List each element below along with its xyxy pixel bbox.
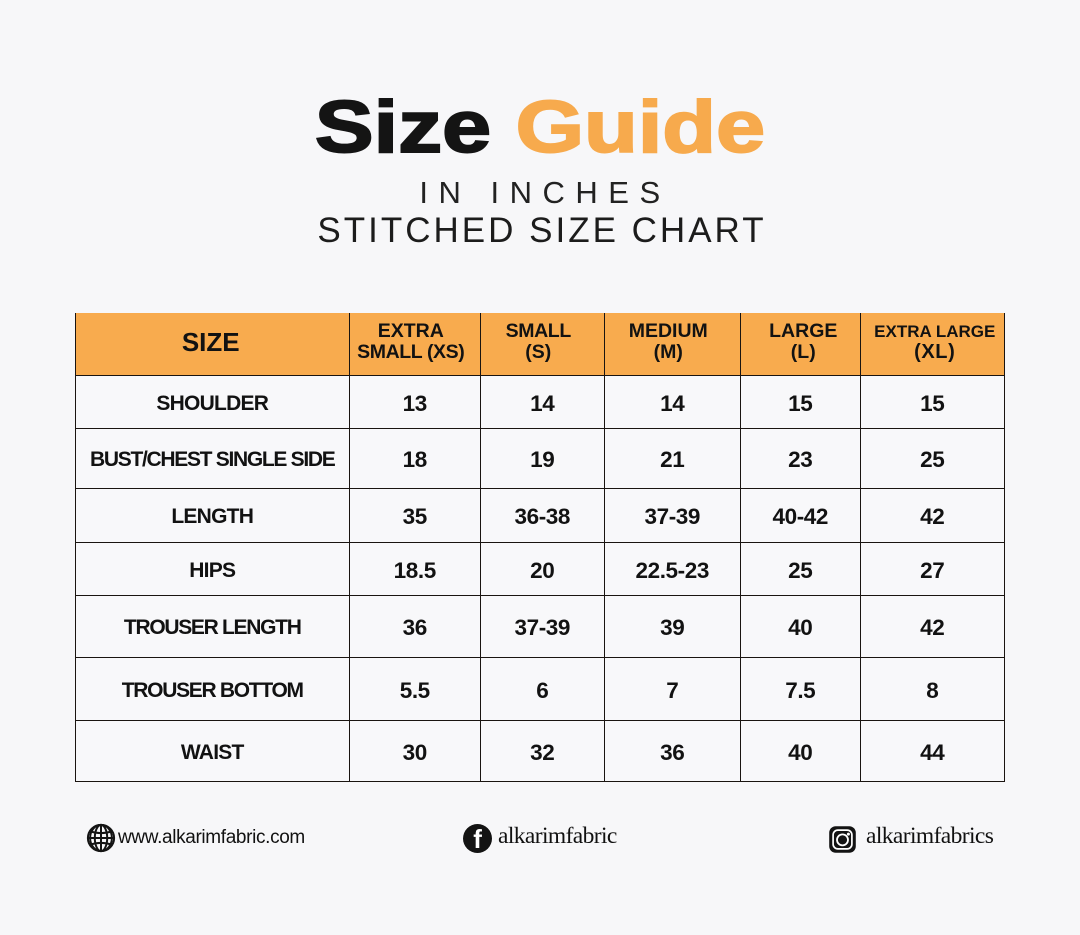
svg-text:f: f bbox=[473, 824, 482, 853]
